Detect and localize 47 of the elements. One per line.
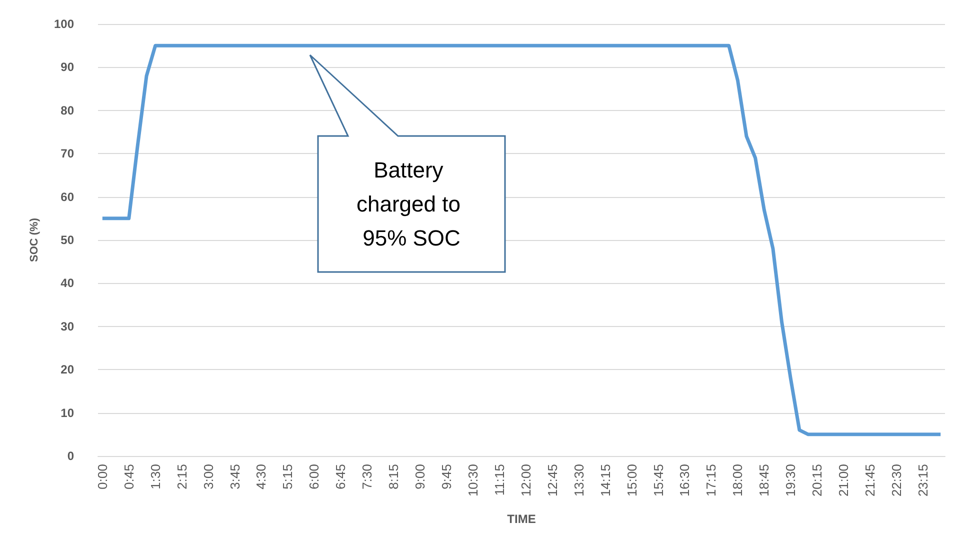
x-tick-label: 9:00 <box>412 464 428 490</box>
y-tick-label: 40 <box>60 276 74 290</box>
x-tick-label: 18:45 <box>756 464 772 497</box>
line-series <box>100 44 942 436</box>
x-tick-label: 12:45 <box>544 464 560 497</box>
x-tick-label: 19:30 <box>783 464 798 497</box>
x-tick-label: 15:00 <box>624 464 640 497</box>
annotation: Battery charged to 95% SOC <box>356 158 467 250</box>
x-tick-label: 3:45 <box>227 464 242 490</box>
x-tick-label: 6:00 <box>306 464 322 490</box>
x-tick-label: 21:45 <box>862 464 878 497</box>
x-tick-label: 21:00 <box>836 464 852 497</box>
y-tick-label: 70 <box>60 146 74 161</box>
x-tick-label: 7:30 <box>360 464 375 490</box>
x-tick-label: 5:15 <box>280 464 296 490</box>
x-tick-label: 13:30 <box>571 464 586 497</box>
x-tick-label: 1:30 <box>148 464 163 490</box>
y-tick-label: 100 <box>54 17 74 31</box>
x-tick-label: 0:00 <box>94 464 110 490</box>
x-tick-label: 12:00 <box>518 464 534 497</box>
y-tick-label: 20 <box>60 362 74 377</box>
y-tick-label: 10 <box>60 406 74 420</box>
x-tick-label: 4:30 <box>254 464 269 490</box>
y-tick-label: 0 <box>67 449 74 463</box>
x-tick-label: 22:30 <box>888 464 904 497</box>
y-tick-label: 60 <box>60 190 74 204</box>
x-tick-label: 11:15 <box>492 464 507 496</box>
x-tick-label: 20:15 <box>810 464 825 497</box>
x-tick-label: 3:00 <box>200 464 216 490</box>
x-tick-label: 23:15 <box>915 464 930 497</box>
x-tick-label: 2:15 <box>174 464 190 490</box>
y-tick-label: 80 <box>60 103 74 118</box>
x-tick-label: 8:15 <box>386 464 402 490</box>
x-tick-label: 0:45 <box>121 464 136 490</box>
x-tick-label: 18:00 <box>730 464 746 497</box>
x-tick-label: 15:45 <box>650 464 666 497</box>
x-tick-label: 6:45 <box>333 464 348 490</box>
y-axis-title: SOC (%) <box>28 218 40 262</box>
x-tick-label: 16:30 <box>677 464 692 497</box>
y-tick-label: 50 <box>60 233 74 247</box>
x-tick-label: 10:30 <box>465 464 480 497</box>
y-tick-label: 30 <box>60 319 74 334</box>
x-tick-label: 9:45 <box>439 464 454 490</box>
x-tick-label: 14:15 <box>598 464 613 497</box>
x-tick-label: 17:15 <box>704 464 719 497</box>
y-tick-label: 90 <box>60 60 74 74</box>
x-axis-title: TIME <box>507 512 536 526</box>
